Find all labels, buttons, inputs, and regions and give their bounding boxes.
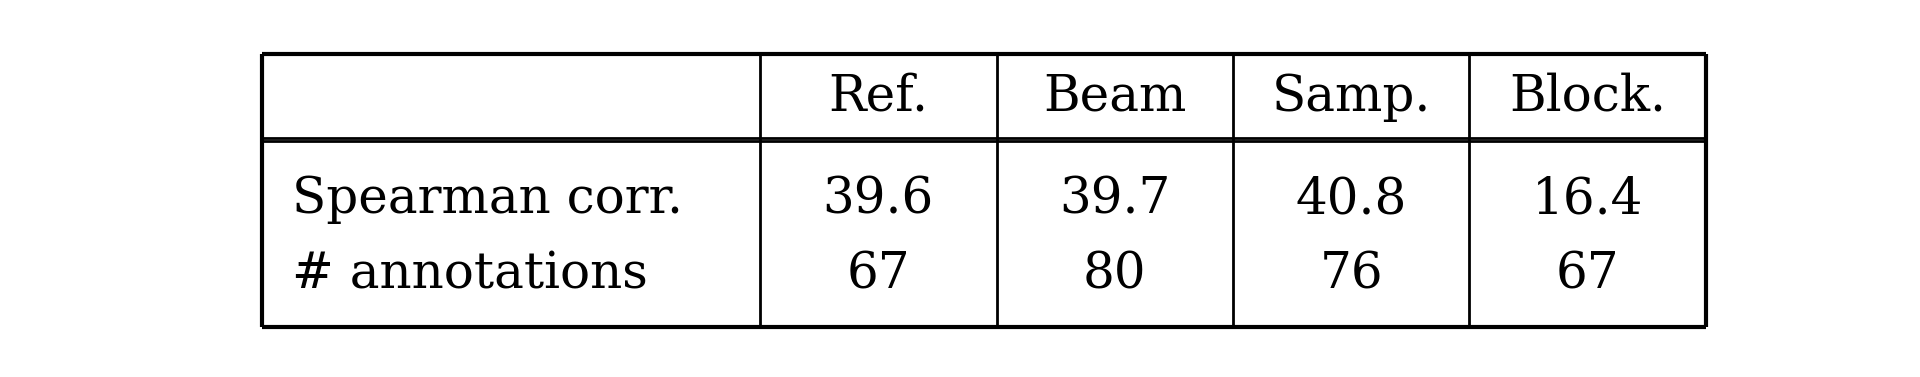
Text: 40.8: 40.8	[1296, 175, 1407, 224]
Text: 39.6: 39.6	[824, 175, 933, 224]
Text: Beam: Beam	[1043, 72, 1187, 122]
Text: 76: 76	[1319, 250, 1382, 299]
Text: 16.4: 16.4	[1532, 175, 1644, 224]
Text: Spearman corr.: Spearman corr.	[292, 175, 684, 224]
Text: 80: 80	[1083, 250, 1146, 299]
Text: 67: 67	[847, 250, 910, 299]
Text: # annotations: # annotations	[292, 250, 649, 299]
Text: Ref.: Ref.	[828, 72, 929, 122]
Text: Block.: Block.	[1509, 72, 1667, 122]
Text: 67: 67	[1555, 250, 1619, 299]
Text: 39.7: 39.7	[1060, 175, 1171, 224]
Text: Samp.: Samp.	[1271, 72, 1430, 122]
